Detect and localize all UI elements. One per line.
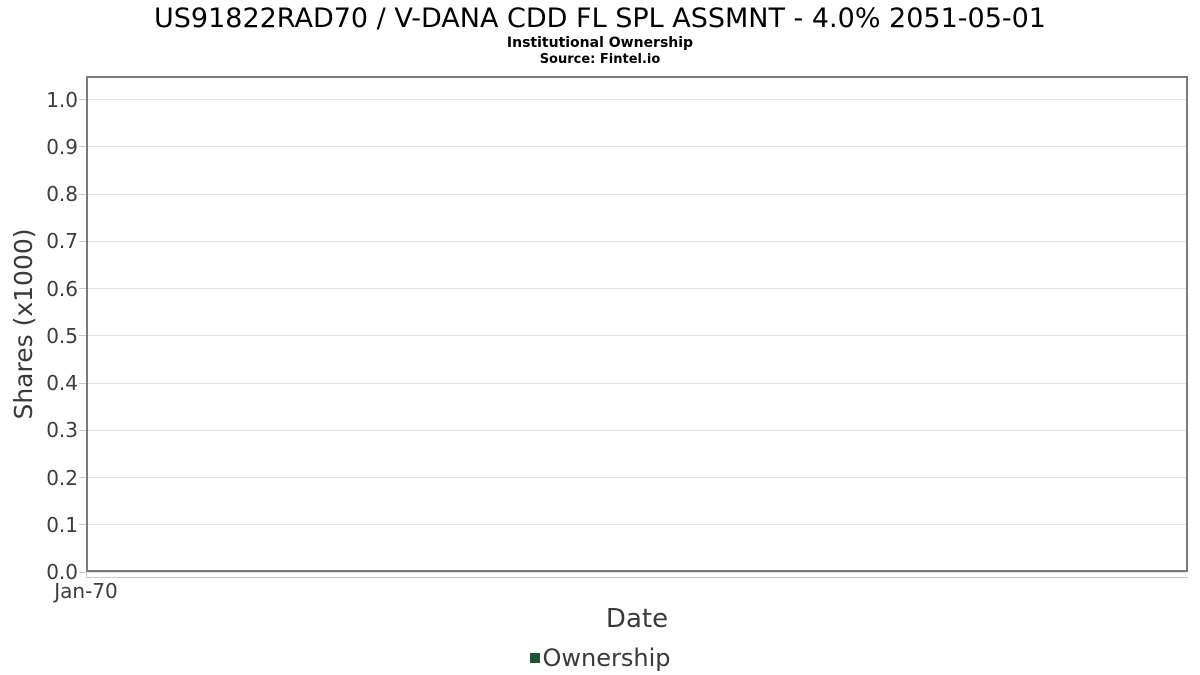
y-tick-label: 0.1: [46, 512, 78, 537]
chart-subtitle: Institutional Ownership: [506, 35, 694, 51]
x-tick-label: Jan-70: [54, 579, 118, 603]
y-tick-label: 0.2: [46, 465, 78, 490]
grid-line: [88, 146, 1186, 148]
grid-line: [88, 335, 1186, 337]
y-tick-mark: [79, 429, 86, 431]
y-tick-label: 0.8: [46, 182, 78, 207]
plot-area: [86, 76, 1188, 572]
x-tick-mark: [86, 572, 87, 577]
y-tick-label: 0.5: [46, 323, 78, 348]
y-tick-mark: [79, 99, 86, 101]
y-tick-label: 0.4: [46, 371, 78, 396]
grid-line: [88, 193, 1186, 195]
y-tick-label: 0.9: [46, 134, 78, 159]
y-tick-mark: [79, 571, 86, 573]
y-tick-label: 0.6: [46, 276, 78, 301]
y-tick-mark: [79, 240, 86, 242]
y-tick-mark: [79, 288, 86, 290]
y-tick-mark: [79, 382, 86, 384]
grid-line: [88, 382, 1186, 384]
y-tick-label: 0.0: [46, 560, 78, 584]
x-axis-line: [86, 577, 1188, 578]
legend-swatch-icon: [529, 653, 540, 663]
chart-source: Source: Fintel.io: [539, 52, 661, 67]
y-tick-mark: [79, 146, 86, 148]
y-tick-label: 1.0: [46, 87, 78, 112]
grid-line: [88, 477, 1186, 479]
grid-line: [88, 240, 1186, 242]
y-tick-label: 0.3: [46, 418, 78, 443]
grid-line: [88, 571, 1186, 573]
y-tick-label: 0.7: [46, 229, 78, 254]
legend-label: Ownership: [542, 644, 671, 672]
y-tick-mark: [79, 193, 86, 195]
legend-item-ownership[interactable]: Ownership: [0, 644, 1200, 672]
x-axis-title: Date: [605, 604, 669, 634]
grid-line: [88, 429, 1186, 431]
grid-line: [88, 99, 1186, 101]
y-tick-mark: [79, 335, 86, 337]
grid-line: [88, 524, 1186, 526]
y-tick-mark: [79, 477, 86, 479]
y-tick-mark: [79, 524, 86, 526]
chart-title: US91822RAD70 / V-DANA CDD FL SPL ASSMNT …: [154, 3, 1046, 34]
grid-line: [88, 288, 1186, 290]
